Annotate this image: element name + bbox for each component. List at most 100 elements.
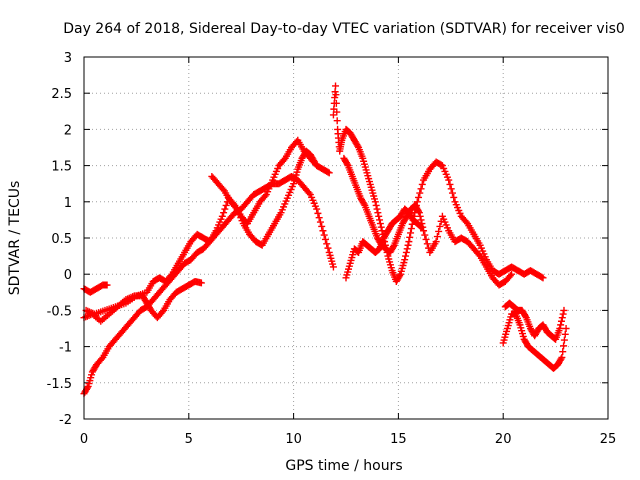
data-point bbox=[373, 205, 381, 213]
data-point bbox=[521, 312, 529, 320]
data-point bbox=[343, 160, 351, 168]
data-point bbox=[321, 235, 329, 243]
data-point bbox=[415, 207, 423, 215]
data-point bbox=[374, 209, 382, 217]
data-point bbox=[221, 205, 229, 213]
data-point bbox=[422, 235, 430, 243]
data-point bbox=[445, 176, 453, 184]
data-point bbox=[447, 185, 455, 193]
data-point bbox=[560, 336, 568, 344]
data-point bbox=[405, 238, 413, 246]
data-point bbox=[560, 342, 568, 350]
y-tick-label: -2 bbox=[59, 413, 72, 428]
plot-frame bbox=[83, 56, 609, 420]
data-point bbox=[557, 321, 565, 329]
data-point bbox=[417, 222, 425, 230]
data-points bbox=[80, 82, 570, 398]
data-point bbox=[315, 214, 323, 222]
series-track-9 bbox=[499, 310, 570, 372]
y-tick-label: 2.5 bbox=[51, 87, 72, 102]
data-point bbox=[402, 248, 410, 256]
data-point bbox=[559, 310, 567, 318]
data-point bbox=[561, 330, 569, 338]
x-axis-title: GPS time / hours bbox=[285, 458, 402, 474]
data-point bbox=[562, 325, 570, 332]
data-point bbox=[319, 227, 327, 235]
data-point bbox=[417, 223, 425, 231]
data-point bbox=[556, 325, 564, 332]
data-point bbox=[220, 209, 228, 217]
x-axis-ticks: 0 5 10 15 20 25 bbox=[80, 57, 616, 447]
data-point bbox=[197, 279, 205, 287]
data-point bbox=[167, 272, 175, 280]
data-point bbox=[437, 161, 445, 169]
data-point bbox=[402, 252, 410, 260]
data-point bbox=[318, 222, 326, 230]
data-point bbox=[416, 189, 424, 197]
data-point bbox=[376, 216, 384, 224]
data-point bbox=[332, 82, 340, 90]
data-point bbox=[219, 185, 227, 193]
y-tick-label: 3 bbox=[64, 51, 72, 66]
data-point bbox=[332, 91, 340, 99]
data-point bbox=[313, 205, 321, 213]
data-point bbox=[559, 348, 567, 356]
data-point bbox=[354, 142, 362, 150]
data-point bbox=[475, 251, 483, 259]
data-point bbox=[311, 158, 319, 166]
data-point bbox=[314, 209, 322, 217]
data-point bbox=[446, 180, 454, 188]
data-point bbox=[558, 314, 566, 322]
series-track-6 bbox=[329, 82, 547, 285]
data-point bbox=[325, 169, 333, 177]
data-point bbox=[433, 233, 441, 241]
data-point bbox=[158, 308, 166, 316]
x-tick-label: 20 bbox=[495, 432, 512, 447]
y-tick-label: 1 bbox=[64, 196, 72, 211]
data-point bbox=[421, 231, 429, 239]
series-track-4 bbox=[82, 136, 333, 318]
data-point bbox=[305, 189, 313, 197]
data-point bbox=[103, 281, 111, 289]
data-point bbox=[222, 201, 230, 209]
series-track-5 bbox=[208, 147, 319, 249]
data-point bbox=[462, 218, 470, 226]
data-point bbox=[560, 306, 568, 314]
data-point bbox=[396, 272, 404, 280]
data-point bbox=[416, 212, 424, 220]
data-point bbox=[417, 216, 425, 224]
series-track-1 bbox=[80, 281, 111, 296]
series-track-10 bbox=[501, 299, 568, 343]
y-axis-title: SDTVAR / TECUs bbox=[7, 181, 23, 296]
data-point bbox=[506, 272, 514, 280]
data-point bbox=[324, 244, 332, 252]
data-point bbox=[218, 212, 226, 220]
data-point bbox=[310, 157, 318, 165]
y-tick-label: -1.5 bbox=[47, 377, 72, 392]
data-point bbox=[324, 168, 332, 176]
x-tick-label: 25 bbox=[600, 432, 617, 447]
data-point bbox=[558, 353, 566, 361]
data-point bbox=[401, 256, 409, 264]
data-point bbox=[360, 200, 368, 208]
data-point bbox=[378, 227, 386, 235]
data-point bbox=[417, 185, 425, 193]
data-point bbox=[413, 198, 421, 206]
data-point bbox=[539, 274, 547, 282]
data-point bbox=[435, 227, 443, 235]
y-tick-label: 1.5 bbox=[51, 160, 72, 175]
data-point bbox=[261, 192, 269, 200]
data-point bbox=[432, 238, 440, 246]
data-point bbox=[333, 117, 341, 125]
data-point bbox=[418, 180, 426, 188]
data-point bbox=[415, 209, 423, 217]
x-tick-label: 0 bbox=[80, 432, 88, 447]
data-point bbox=[371, 198, 379, 206]
data-point bbox=[404, 241, 412, 249]
data-point bbox=[436, 222, 444, 230]
data-point bbox=[557, 355, 565, 363]
data-point bbox=[372, 201, 380, 209]
data-point bbox=[232, 204, 240, 212]
data-point bbox=[376, 220, 384, 228]
